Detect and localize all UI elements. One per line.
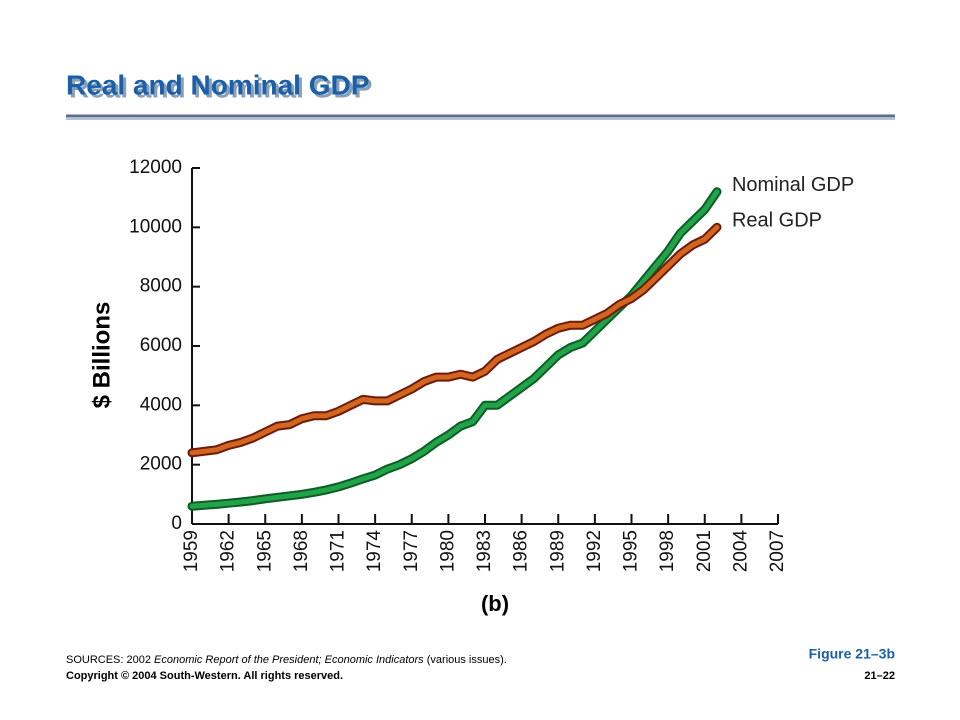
y-tick-label: 8000 [140, 276, 182, 297]
y-tick-label: 4000 [140, 394, 182, 415]
sources-title: Economic Report of the President; Econom… [154, 654, 424, 666]
x-tick-label: 1962 [218, 530, 239, 572]
x-tick-label: 2007 [767, 530, 788, 572]
y-axis-label: $ Billions [88, 302, 115, 409]
x-tick-label: 1977 [401, 530, 422, 572]
slide-title: Real and Nominal GDP [66, 69, 369, 100]
x-tick-label: 2004 [730, 530, 751, 573]
x-tick-label: 1986 [511, 530, 532, 572]
sources-text: SOURCES: 2002 [66, 654, 154, 666]
y-tick-label: 0 [171, 513, 182, 534]
title-shadow: Real and Nominal GDP [69, 72, 372, 103]
x-tick-label: 1983 [474, 530, 495, 572]
series-label: Real GDP [732, 210, 822, 232]
sources: SOURCES: 2002 Economic Report of the Pre… [66, 654, 507, 666]
caption: (b) [481, 591, 509, 616]
x-tick-label: 1998 [657, 530, 678, 572]
x-tick-label: 1974 [364, 530, 385, 573]
x-tick-label: 1959 [181, 530, 202, 572]
x-tick-label: 1995 [621, 530, 642, 572]
page-number: 21–22 [864, 670, 895, 682]
series-outline [187, 187, 722, 511]
series-outline [187, 222, 722, 458]
x-tick-label: 1992 [584, 530, 605, 572]
copyright: Copyright © 2004 South-Western. All righ… [66, 670, 343, 682]
x-tick-label: 2001 [694, 530, 715, 572]
x-tick-label: 1965 [254, 530, 275, 572]
sources-text: (various issues). [424, 654, 507, 666]
series-label: Nominal GDP [732, 174, 854, 196]
y-tick-label: 12000 [129, 157, 182, 178]
y-tick-label: 2000 [140, 454, 182, 475]
x-tick-label: 1980 [437, 530, 458, 572]
x-tick-label: 1989 [547, 530, 568, 572]
series-line [189, 224, 720, 456]
x-tick-label: 1968 [291, 530, 312, 572]
y-tick-label: 6000 [140, 335, 182, 356]
x-tick-label: 1971 [328, 530, 349, 572]
figure-label: Figure 21–3b [809, 646, 895, 662]
series-line [189, 189, 720, 509]
y-tick-label: 10000 [129, 216, 182, 237]
